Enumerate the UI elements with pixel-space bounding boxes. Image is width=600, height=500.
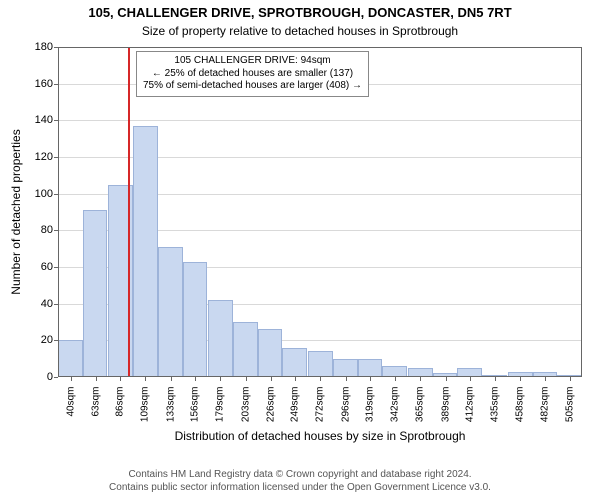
x-axis-label: Distribution of detached houses by size … (175, 429, 466, 443)
xtick-label: 249sqm (290, 387, 301, 423)
page-title: 105, CHALLENGER DRIVE, SPROTBROUGH, DONC… (0, 5, 600, 20)
footer-line-2: Contains public sector information licen… (0, 481, 600, 494)
xtick-mark (220, 377, 221, 381)
xtick-label: 203sqm (240, 387, 251, 423)
ytick-label: 180 (35, 41, 58, 53)
footer-line-1: Contains HM Land Registry data © Crown c… (0, 468, 600, 481)
ytick-label: 160 (35, 78, 58, 90)
y-axis-label: Number of detached properties (9, 129, 23, 294)
xtick-mark (570, 377, 571, 381)
xtick-mark (320, 377, 321, 381)
xtick-mark (495, 377, 496, 381)
figure: 105, CHALLENGER DRIVE, SPROTBROUGH, DONC… (0, 0, 600, 500)
xtick-label: 272sqm (315, 387, 326, 423)
xtick-mark (395, 377, 396, 381)
ytick-label: 80 (41, 224, 58, 236)
xtick-label: 109sqm (139, 387, 150, 423)
xtick-mark (120, 377, 121, 381)
xtick-mark (446, 377, 447, 381)
xtick-mark (295, 377, 296, 381)
page-subtitle: Size of property relative to detached ho… (0, 24, 600, 38)
xtick-mark (470, 377, 471, 381)
xtick-mark (71, 377, 72, 381)
ytick-label: 20 (41, 334, 58, 346)
xtick-label: 179sqm (215, 387, 226, 423)
xtick-label: 133sqm (165, 387, 176, 423)
xtick-mark (271, 377, 272, 381)
xtick-mark (545, 377, 546, 381)
footer: Contains HM Land Registry data © Crown c… (0, 468, 600, 494)
xtick-mark (96, 377, 97, 381)
annotation-line-2: ← 25% of detached houses are smaller (13… (143, 68, 362, 81)
xtick-mark (246, 377, 247, 381)
xtick-label: 505sqm (565, 387, 576, 423)
xtick-mark (520, 377, 521, 381)
xtick-label: 319sqm (365, 387, 376, 423)
xtick-label: 412sqm (465, 387, 476, 423)
ytick-label: 100 (35, 188, 58, 200)
ytick-label: 140 (35, 114, 58, 126)
xtick-label: 86sqm (115, 387, 126, 417)
annotation-line-3: 75% of semi-detached houses are larger (… (143, 80, 362, 93)
xtick-label: 435sqm (490, 387, 501, 423)
xtick-label: 389sqm (440, 387, 451, 423)
annotation-line-1: 105 CHALLENGER DRIVE: 94sqm (143, 55, 362, 68)
ytick-label: 60 (41, 261, 58, 273)
ytick-label: 120 (35, 151, 58, 163)
xtick-label: 365sqm (414, 387, 425, 423)
ytick-label: 0 (47, 371, 58, 383)
xtick-label: 458sqm (514, 387, 525, 423)
xtick-label: 342sqm (390, 387, 401, 423)
xtick-label: 156sqm (190, 387, 201, 423)
xtick-mark (420, 377, 421, 381)
ytick-label: 40 (41, 298, 58, 310)
xtick-mark (195, 377, 196, 381)
xtick-label: 226sqm (265, 387, 276, 423)
xtick-label: 296sqm (340, 387, 351, 423)
annotation-box: 105 CHALLENGER DRIVE: 94sqm ← 25% of det… (136, 51, 369, 97)
histogram-plot: 020406080100120140160180 40sqm63sqm86sqm… (58, 47, 582, 377)
plot-border (58, 47, 582, 377)
xtick-mark (370, 377, 371, 381)
xtick-mark (171, 377, 172, 381)
xtick-label: 63sqm (90, 387, 101, 417)
xtick-label: 40sqm (65, 387, 76, 417)
xtick-mark (145, 377, 146, 381)
xtick-label: 482sqm (540, 387, 551, 423)
xtick-mark (346, 377, 347, 381)
